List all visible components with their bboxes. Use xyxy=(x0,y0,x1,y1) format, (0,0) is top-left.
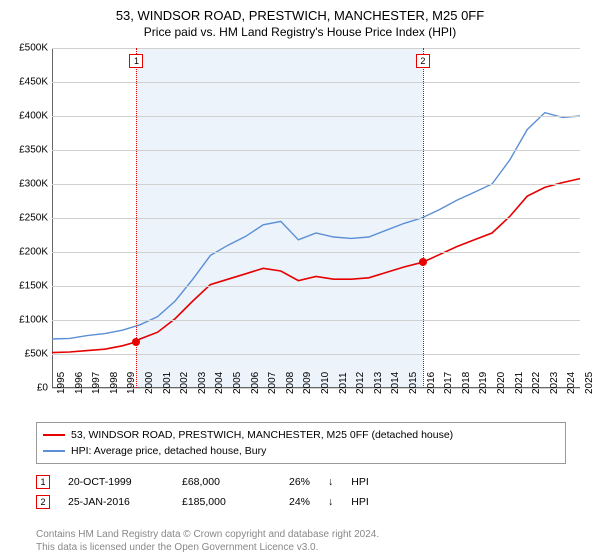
gridline xyxy=(52,218,580,219)
x-tick-label: 2015 xyxy=(408,372,419,394)
gridline xyxy=(52,82,580,83)
x-tick-label: 2007 xyxy=(267,372,278,394)
x-tick-label: 2017 xyxy=(443,372,454,394)
x-tick-label: 2012 xyxy=(355,372,366,394)
chart-container: £0 £50K £100K £150K £200K £250K £300K £350K £400… xyxy=(0,48,600,418)
transaction-date: 25-JAN-2016 xyxy=(68,492,164,512)
chart-title-subtitle: Price paid vs. HM Land Registry's House … xyxy=(0,25,600,39)
y-tick-label: £300K xyxy=(0,179,48,190)
legend-box: 53, WINDSOR ROAD, PRESTWICH, MANCHESTER,… xyxy=(36,422,566,464)
y-tick-label: £250K xyxy=(0,213,48,224)
x-tick-label: 2022 xyxy=(531,372,542,394)
marker-dot-2 xyxy=(419,258,427,266)
gridline xyxy=(52,354,580,355)
legend-row: HPI: Average price, detached house, Bury xyxy=(43,443,559,459)
legend-swatch xyxy=(43,450,65,452)
x-tick-label: 1997 xyxy=(91,372,102,394)
chart-title-address: 53, WINDSOR ROAD, PRESTWICH, MANCHESTER,… xyxy=(0,8,600,23)
transaction-marker: 1 xyxy=(36,475,50,489)
gridline xyxy=(52,252,580,253)
x-tick-label: 2021 xyxy=(514,372,525,394)
y-tick-label: £200K xyxy=(0,247,48,258)
transaction-row: 1 20-OCT-1999 £68,000 26% ↓ HPI xyxy=(36,472,566,492)
x-tick-label: 2019 xyxy=(478,372,489,394)
arrow-down-icon: ↓ xyxy=(328,472,333,492)
gridline xyxy=(52,116,580,117)
y-tick-label: £100K xyxy=(0,315,48,326)
y-tick-label: £50K xyxy=(0,349,48,360)
x-tick-label: 2001 xyxy=(162,372,173,394)
x-tick-label: 2008 xyxy=(285,372,296,394)
x-tick-label: 2010 xyxy=(320,372,331,394)
x-tick-label: 2009 xyxy=(302,372,313,394)
x-tick-label: 2006 xyxy=(250,372,261,394)
x-tick-label: 2005 xyxy=(232,372,243,394)
footer-attribution: Contains HM Land Registry data © Crown c… xyxy=(36,528,379,554)
transaction-suffix: HPI xyxy=(351,472,369,492)
x-tick-label: 2024 xyxy=(566,372,577,394)
x-tick-label: 1998 xyxy=(109,372,120,394)
y-tick-label: £0 xyxy=(0,383,48,394)
series-price_paid xyxy=(52,179,580,353)
footer-line1: Contains HM Land Registry data © Crown c… xyxy=(36,528,379,541)
marker-box-2: 2 xyxy=(416,54,430,68)
transaction-marker: 2 xyxy=(36,495,50,509)
marker-box-1: 1 xyxy=(129,54,143,68)
gridline xyxy=(52,150,580,151)
legend: 53, WINDSOR ROAD, PRESTWICH, MANCHESTER,… xyxy=(36,422,566,512)
x-tick-label: 2013 xyxy=(373,372,384,394)
x-tick-label: 2000 xyxy=(144,372,155,394)
y-tick-label: £150K xyxy=(0,281,48,292)
transaction-suffix: HPI xyxy=(351,492,369,512)
x-tick-label: 2002 xyxy=(179,372,190,394)
y-tick-label: £350K xyxy=(0,145,48,156)
transaction-pct: 26% xyxy=(270,472,310,492)
transaction-date: 20-OCT-1999 xyxy=(68,472,164,492)
gridline xyxy=(52,48,580,49)
x-tick-label: 2018 xyxy=(461,372,472,394)
gridline xyxy=(52,184,580,185)
x-tick-label: 2003 xyxy=(197,372,208,394)
transaction-price: £68,000 xyxy=(182,472,252,492)
marker-dot-1 xyxy=(132,338,140,346)
gridline xyxy=(52,286,580,287)
x-tick-label: 2014 xyxy=(390,372,401,394)
legend-label: HPI: Average price, detached house, Bury xyxy=(71,443,266,459)
gridline xyxy=(52,320,580,321)
x-tick-label: 1995 xyxy=(56,372,67,394)
y-tick-label: £400K xyxy=(0,111,48,122)
plot-area: 12 xyxy=(52,48,580,388)
x-tick-label: 2004 xyxy=(214,372,225,394)
x-tick-label: 1999 xyxy=(126,372,137,394)
legend-label: 53, WINDSOR ROAD, PRESTWICH, MANCHESTER,… xyxy=(71,427,453,443)
arrow-down-icon: ↓ xyxy=(328,492,333,512)
y-tick-label: £500K xyxy=(0,43,48,54)
x-tick-label: 2025 xyxy=(584,372,595,394)
y-tick-label: £450K xyxy=(0,77,48,88)
legend-swatch xyxy=(43,434,65,436)
transaction-row: 2 25-JAN-2016 £185,000 24% ↓ HPI xyxy=(36,492,566,512)
x-tick-label: 1996 xyxy=(74,372,85,394)
x-tick-label: 2023 xyxy=(549,372,560,394)
transaction-pct: 24% xyxy=(270,492,310,512)
x-tick-label: 2011 xyxy=(338,372,349,394)
transactions-table: 1 20-OCT-1999 £68,000 26% ↓ HPI 2 25-JAN-2016 £1… xyxy=(36,472,566,512)
footer-line2: This data is licensed under the Open Gov… xyxy=(36,541,379,554)
marker-line-2 xyxy=(423,48,424,388)
transaction-price: £185,000 xyxy=(182,492,252,512)
x-tick-label: 2020 xyxy=(496,372,507,394)
legend-row: 53, WINDSOR ROAD, PRESTWICH, MANCHESTER,… xyxy=(43,427,559,443)
x-tick-label: 2016 xyxy=(426,372,437,394)
